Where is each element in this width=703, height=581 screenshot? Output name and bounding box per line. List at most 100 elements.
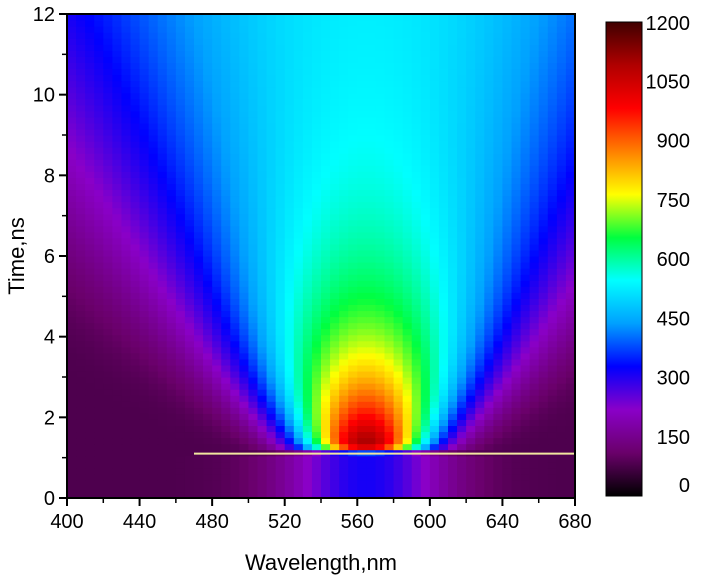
heatmap-cell — [402, 141, 413, 148]
heatmap-cell — [94, 256, 104, 263]
heatmap-cell — [502, 407, 513, 414]
heatmap-cell — [411, 189, 422, 197]
heatmap-cell — [175, 316, 186, 324]
heatmap-cell — [366, 237, 377, 245]
heatmap-cell — [393, 56, 404, 63]
heatmap-cell — [67, 401, 77, 408]
heatmap-cell — [339, 491, 349, 498]
heatmap-cell — [148, 364, 159, 372]
heatmap-cell — [67, 219, 77, 227]
heatmap-cell — [157, 165, 168, 172]
heatmap-cell — [547, 231, 558, 239]
heatmap-cell — [357, 467, 367, 475]
heatmap-cell — [529, 74, 540, 82]
heatmap-cell — [475, 110, 485, 118]
heatmap-cell — [321, 346, 331, 354]
heatmap-cell — [203, 268, 213, 275]
heatmap-cell — [139, 304, 150, 312]
heatmap-cell — [330, 86, 340, 94]
heatmap-cell — [565, 153, 575, 160]
heatmap-cell — [284, 141, 295, 148]
heatmap-cell — [67, 419, 77, 426]
heatmap-cell — [166, 44, 177, 51]
heatmap-cell — [556, 80, 567, 88]
heatmap-cell — [457, 26, 467, 33]
heatmap-cell — [230, 116, 240, 124]
heatmap-cell — [76, 165, 86, 172]
heatmap-cell — [429, 286, 440, 293]
heatmap-cell — [311, 340, 322, 348]
heatmap-cell — [420, 171, 431, 178]
heatmap-cell — [339, 256, 349, 263]
heatmap-cell — [384, 86, 395, 94]
heatmap-cell — [393, 62, 404, 70]
heatmap-cell — [257, 159, 268, 166]
heatmap-cell — [194, 141, 204, 148]
heatmap-cell — [457, 334, 467, 342]
heatmap-cell — [76, 346, 86, 354]
heatmap-cell — [184, 135, 195, 142]
heatmap-cell — [184, 207, 195, 215]
heatmap-cell — [94, 479, 104, 487]
plot-area — [67, 14, 575, 498]
heatmap-cell — [284, 98, 295, 106]
heatmap-cell — [284, 286, 295, 293]
heatmap-cell — [112, 449, 123, 457]
heatmap-cell — [321, 340, 331, 348]
heatmap-cell — [502, 383, 513, 390]
heatmap-cell — [438, 20, 449, 27]
heatmap-cell — [321, 455, 331, 463]
heatmap-cell — [529, 256, 540, 263]
heatmap-cell — [321, 443, 331, 451]
heatmap-cell — [157, 243, 168, 251]
heatmap-cell — [148, 44, 159, 51]
heatmap-cell — [148, 177, 159, 184]
heatmap-cell — [520, 135, 531, 142]
heatmap-cell — [438, 358, 449, 366]
heatmap-cell — [194, 183, 204, 191]
heatmap-cell — [212, 461, 222, 469]
heatmap-cell — [366, 431, 377, 439]
heatmap-cell — [148, 413, 159, 420]
heatmap-cell — [85, 80, 95, 88]
heatmap-cell — [212, 286, 222, 293]
heatmap-cell — [348, 383, 358, 390]
heatmap-cell — [221, 122, 231, 130]
heatmap-cell — [221, 485, 231, 493]
heatmap-cell — [85, 425, 95, 433]
heatmap-cell — [212, 177, 222, 184]
heatmap-cell — [221, 389, 231, 396]
heatmap-cell — [284, 304, 295, 312]
heatmap-cell — [85, 141, 95, 148]
heatmap-cell — [493, 147, 504, 154]
heatmap-cell — [538, 443, 549, 451]
heatmap-cell — [565, 159, 575, 166]
heatmap-cell — [121, 298, 132, 305]
heatmap-cell — [565, 340, 575, 348]
heatmap-cell — [339, 370, 349, 378]
heatmap-cell — [266, 322, 277, 330]
heatmap-cell — [493, 419, 504, 426]
heatmap-cell — [429, 68, 440, 76]
heatmap-cell — [466, 249, 476, 257]
heatmap-cell — [330, 207, 340, 215]
heatmap-cell — [139, 316, 150, 324]
heatmap-cell — [139, 358, 150, 366]
heatmap-cell — [493, 249, 504, 257]
heatmap-cell — [484, 473, 494, 481]
heatmap-cell — [457, 237, 467, 245]
heatmap-cell — [148, 443, 159, 451]
heatmap-cell — [257, 256, 268, 263]
heatmap-cell — [130, 346, 141, 354]
heatmap-cell — [375, 92, 386, 100]
heatmap-cell — [357, 395, 367, 402]
heatmap-cell — [511, 159, 522, 166]
heatmap-cell — [375, 165, 386, 172]
heatmap-cell — [275, 491, 286, 498]
heatmap-cell — [203, 201, 213, 209]
heatmap-cell — [547, 56, 558, 63]
heatmap-cell — [293, 92, 304, 100]
heatmap-cell — [529, 268, 540, 275]
heatmap-cell — [448, 171, 458, 178]
